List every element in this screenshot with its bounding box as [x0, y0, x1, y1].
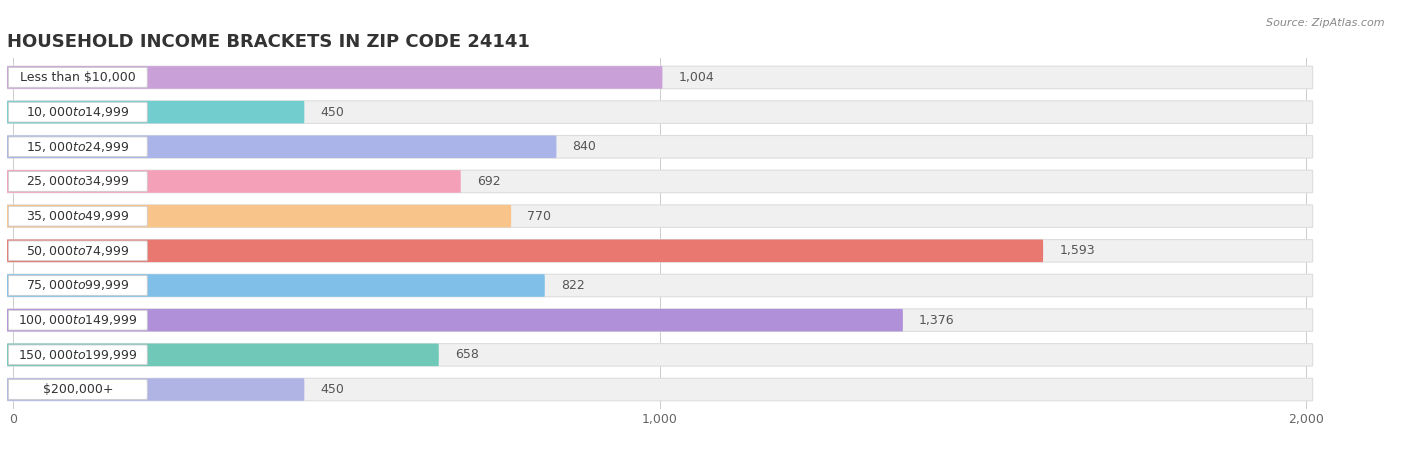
Text: $25,000 to $34,999: $25,000 to $34,999 — [27, 175, 129, 189]
FancyBboxPatch shape — [7, 240, 1043, 262]
Text: $35,000 to $49,999: $35,000 to $49,999 — [27, 209, 129, 223]
FancyBboxPatch shape — [7, 205, 1313, 227]
FancyBboxPatch shape — [8, 102, 148, 122]
FancyBboxPatch shape — [7, 136, 1313, 158]
FancyBboxPatch shape — [8, 206, 148, 226]
FancyBboxPatch shape — [7, 170, 461, 193]
FancyBboxPatch shape — [7, 343, 439, 366]
Text: $75,000 to $99,999: $75,000 to $99,999 — [27, 278, 129, 292]
FancyBboxPatch shape — [8, 380, 148, 400]
FancyBboxPatch shape — [8, 67, 148, 87]
Text: 692: 692 — [477, 175, 501, 188]
Text: Less than $10,000: Less than $10,000 — [20, 71, 136, 84]
FancyBboxPatch shape — [7, 343, 1313, 366]
Text: 770: 770 — [527, 210, 551, 223]
FancyBboxPatch shape — [7, 66, 662, 89]
Text: $100,000 to $149,999: $100,000 to $149,999 — [18, 313, 138, 327]
FancyBboxPatch shape — [7, 205, 512, 227]
FancyBboxPatch shape — [7, 101, 1313, 123]
Text: $10,000 to $14,999: $10,000 to $14,999 — [27, 105, 129, 119]
Text: 1,004: 1,004 — [679, 71, 714, 84]
FancyBboxPatch shape — [7, 240, 1313, 262]
Text: $200,000+: $200,000+ — [42, 383, 112, 396]
FancyBboxPatch shape — [7, 309, 1313, 331]
FancyBboxPatch shape — [7, 66, 1313, 89]
FancyBboxPatch shape — [7, 274, 544, 297]
FancyBboxPatch shape — [7, 136, 557, 158]
FancyBboxPatch shape — [7, 378, 1313, 401]
Text: 1,376: 1,376 — [920, 314, 955, 327]
Text: Source: ZipAtlas.com: Source: ZipAtlas.com — [1267, 18, 1385, 28]
Text: 822: 822 — [561, 279, 585, 292]
Text: HOUSEHOLD INCOME BRACKETS IN ZIP CODE 24141: HOUSEHOLD INCOME BRACKETS IN ZIP CODE 24… — [7, 33, 530, 51]
FancyBboxPatch shape — [8, 276, 148, 295]
Text: $15,000 to $24,999: $15,000 to $24,999 — [27, 140, 129, 154]
Text: $150,000 to $199,999: $150,000 to $199,999 — [18, 348, 138, 362]
FancyBboxPatch shape — [7, 309, 903, 331]
FancyBboxPatch shape — [8, 241, 148, 261]
Text: 840: 840 — [572, 140, 596, 153]
Text: 450: 450 — [321, 383, 344, 396]
FancyBboxPatch shape — [7, 170, 1313, 193]
Text: 450: 450 — [321, 106, 344, 119]
FancyBboxPatch shape — [8, 345, 148, 365]
Text: $50,000 to $74,999: $50,000 to $74,999 — [27, 244, 129, 258]
FancyBboxPatch shape — [8, 137, 148, 157]
FancyBboxPatch shape — [7, 378, 304, 401]
FancyBboxPatch shape — [7, 101, 304, 123]
Text: 658: 658 — [456, 348, 479, 361]
Text: 1,593: 1,593 — [1059, 244, 1095, 257]
FancyBboxPatch shape — [8, 310, 148, 330]
FancyBboxPatch shape — [8, 172, 148, 191]
FancyBboxPatch shape — [7, 274, 1313, 297]
